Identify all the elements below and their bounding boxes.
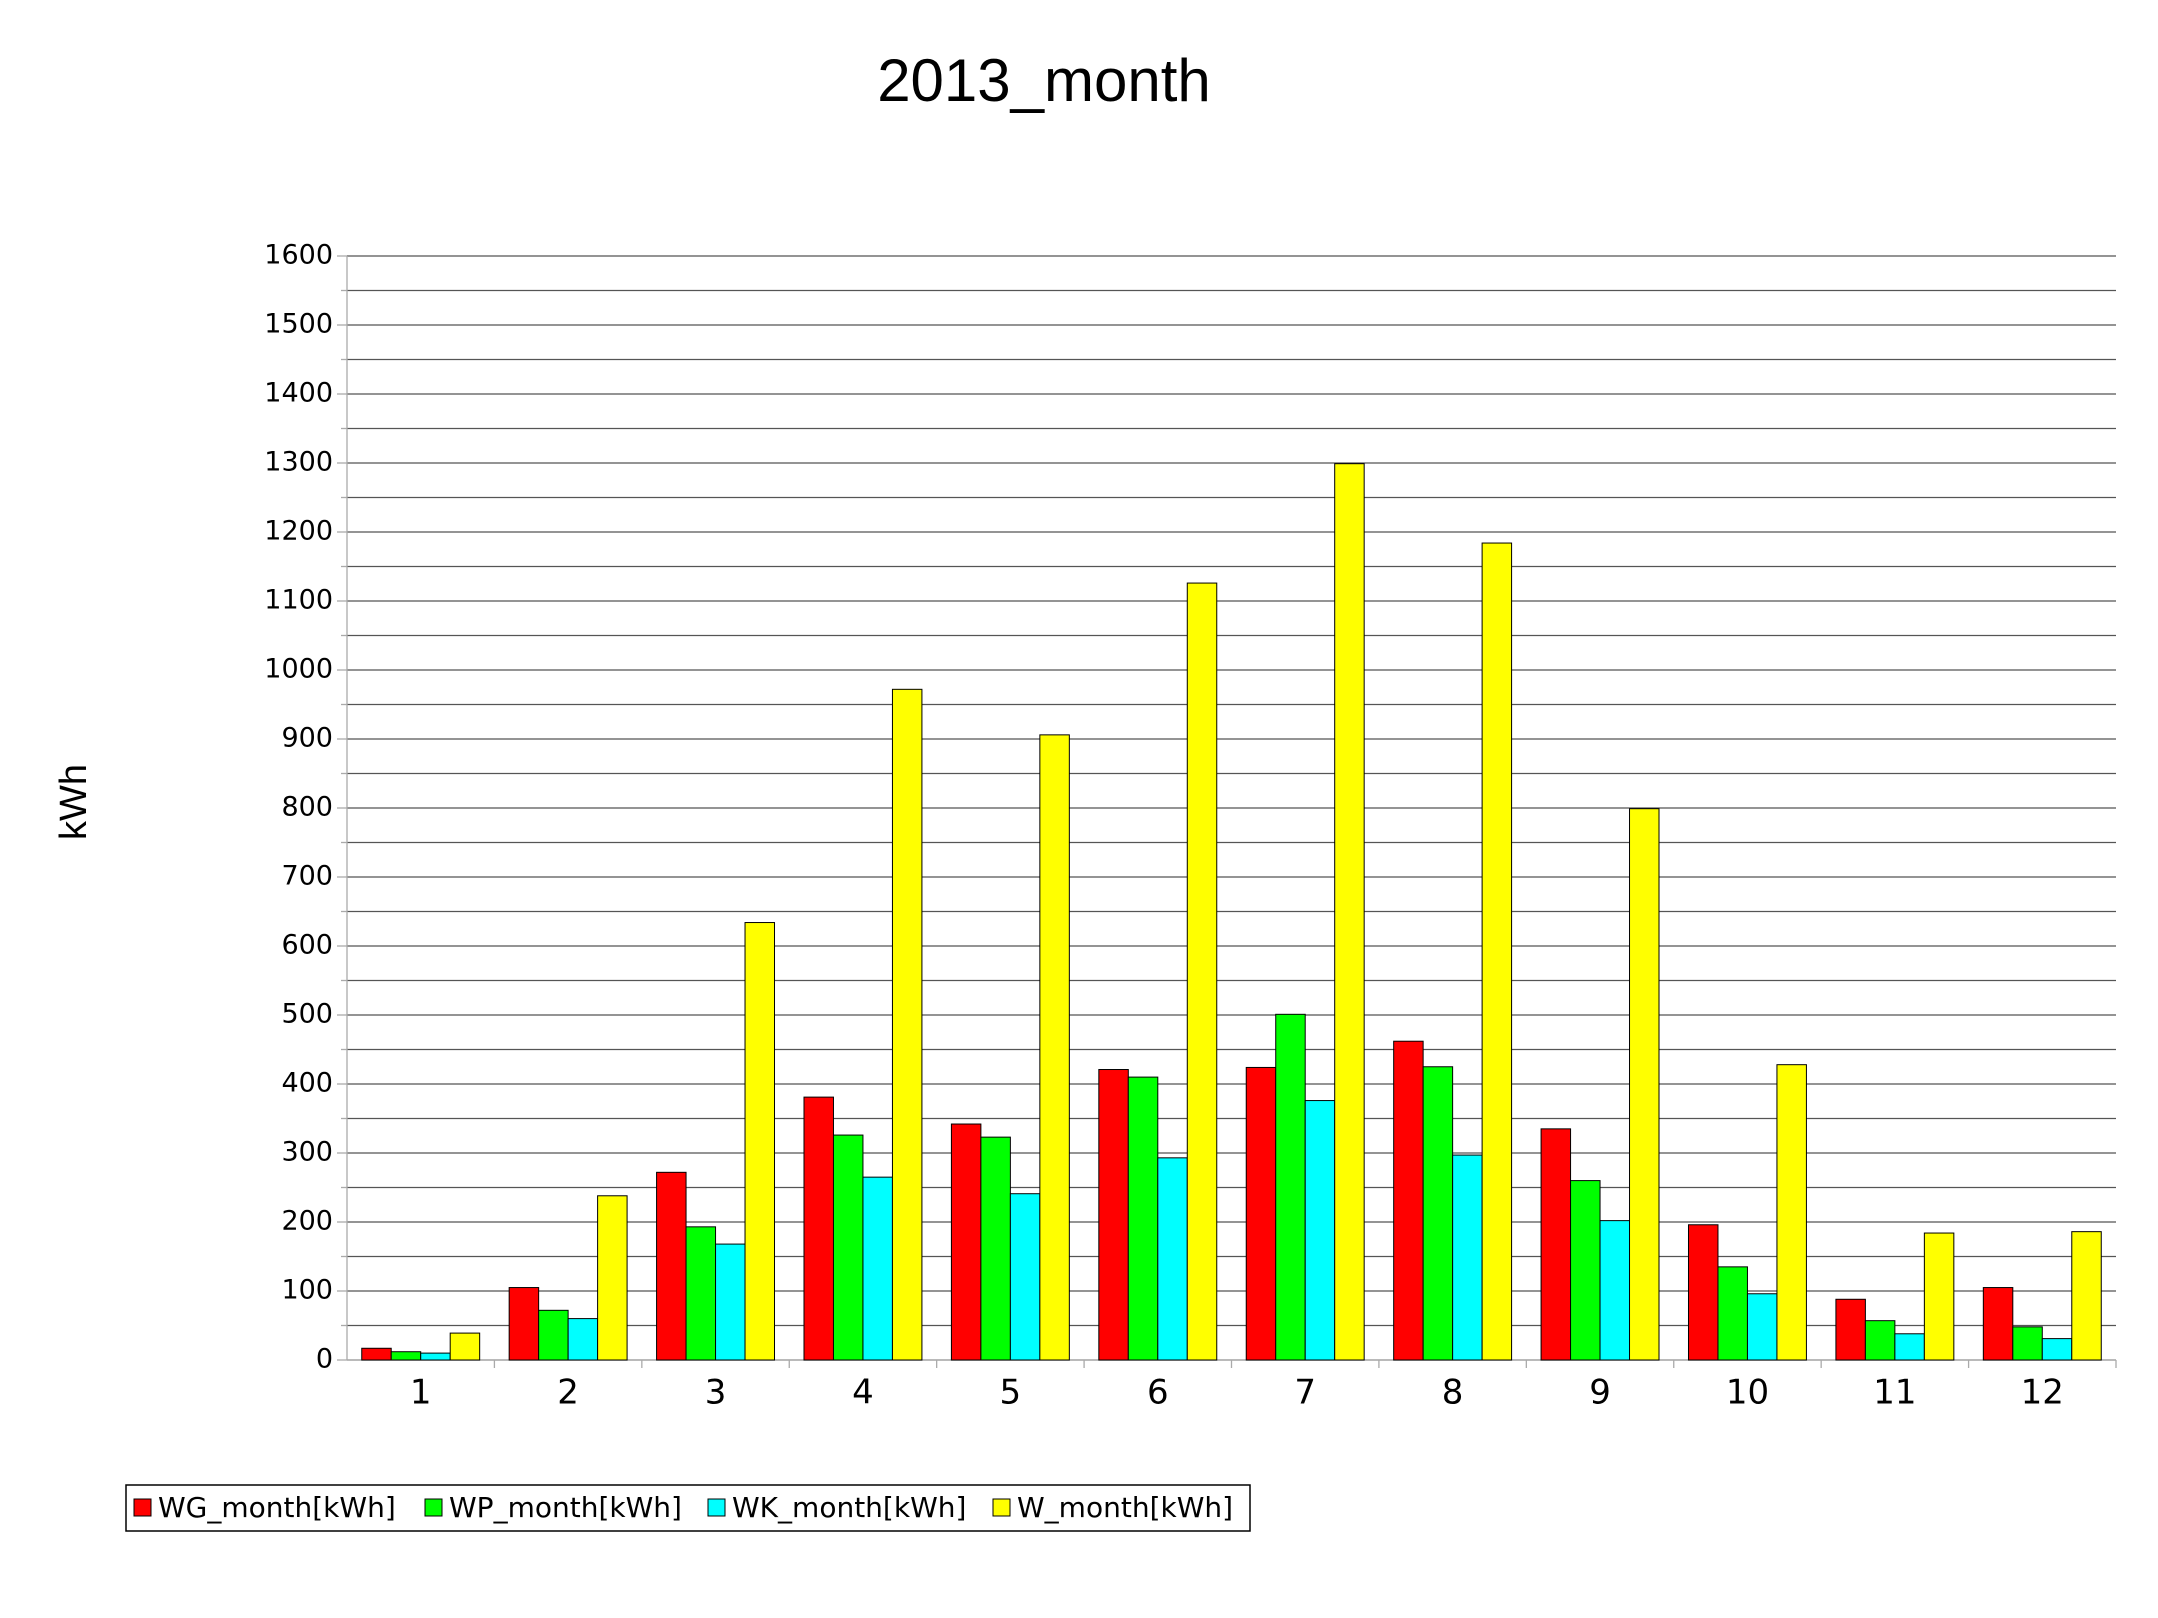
y-tick-label: 200 bbox=[281, 1206, 333, 1237]
y-tick-label: 400 bbox=[281, 1068, 333, 1099]
bar bbox=[1186, 582, 1218, 1361]
bar bbox=[980, 1136, 1011, 1361]
x-tick-label: 10 bbox=[1726, 1373, 1769, 1413]
y-tick-label: 300 bbox=[281, 1137, 333, 1168]
x-tick-label: 11 bbox=[1873, 1373, 1916, 1413]
x-tick-label: 2 bbox=[557, 1373, 579, 1413]
bar bbox=[1687, 1224, 1719, 1361]
bar bbox=[862, 1176, 893, 1361]
bar bbox=[1776, 1064, 1807, 1361]
bar bbox=[1570, 1180, 1601, 1361]
y-tick-label: 1100 bbox=[264, 585, 333, 616]
legend-label: WK_month[kWh] bbox=[732, 1491, 966, 1524]
legend-box bbox=[125, 1484, 1251, 1532]
x-tick-label: 1 bbox=[410, 1373, 432, 1413]
bar bbox=[1629, 808, 1660, 1361]
bar bbox=[1157, 1157, 1188, 1361]
x-tick-label: 4 bbox=[852, 1373, 874, 1413]
bar bbox=[1393, 1040, 1424, 1361]
bar bbox=[832, 1134, 864, 1361]
legend-label: WP_month[kWh] bbox=[449, 1491, 682, 1524]
bar bbox=[1894, 1333, 1925, 1361]
y-tick-label: 100 bbox=[281, 1275, 333, 1306]
bar bbox=[1540, 1128, 1572, 1361]
bar bbox=[1334, 463, 1365, 1361]
legend-swatch bbox=[424, 1498, 443, 1517]
bar bbox=[744, 922, 776, 1361]
y-tick-label: 800 bbox=[281, 792, 333, 823]
bar bbox=[1127, 1076, 1159, 1361]
bar bbox=[449, 1332, 481, 1361]
bar bbox=[567, 1318, 599, 1361]
y-tick-label: 700 bbox=[281, 861, 333, 892]
bar bbox=[538, 1309, 569, 1361]
bar bbox=[950, 1123, 982, 1361]
bar bbox=[420, 1352, 451, 1361]
x-tick-label: 12 bbox=[2021, 1373, 2064, 1413]
bar bbox=[1923, 1232, 1955, 1361]
bar bbox=[656, 1171, 687, 1361]
x-tick-label: 7 bbox=[1294, 1373, 1316, 1413]
bar bbox=[803, 1096, 834, 1361]
bar bbox=[1864, 1320, 1896, 1361]
y-tick-label: 600 bbox=[281, 930, 333, 961]
x-tick-label: 8 bbox=[1442, 1373, 1464, 1413]
bar bbox=[1009, 1193, 1041, 1361]
bar bbox=[1304, 1100, 1336, 1361]
bar bbox=[390, 1351, 422, 1361]
bar bbox=[1717, 1266, 1748, 1361]
y-tick-label: 1500 bbox=[264, 309, 333, 340]
legend-label: WG_month[kWh] bbox=[158, 1491, 396, 1524]
y-tick-label: 0 bbox=[316, 1344, 333, 1375]
bar bbox=[1422, 1066, 1454, 1361]
y-axis-label: kWh bbox=[53, 764, 95, 840]
bar bbox=[2071, 1231, 2102, 1361]
bar bbox=[891, 688, 923, 1361]
bar bbox=[715, 1243, 746, 1361]
x-tick-label: 3 bbox=[705, 1373, 727, 1413]
x-tick-label: 9 bbox=[1589, 1373, 1611, 1413]
chart-title: 2013_month bbox=[877, 47, 1211, 114]
bar bbox=[597, 1195, 628, 1361]
bar bbox=[685, 1226, 717, 1361]
bar bbox=[1098, 1069, 1129, 1361]
bar bbox=[508, 1287, 540, 1361]
y-tick-label: 1400 bbox=[264, 378, 333, 409]
legend-label: W_month[kWh] bbox=[1017, 1491, 1233, 1524]
bar bbox=[361, 1347, 392, 1361]
bar bbox=[1275, 1013, 1306, 1361]
bar bbox=[1982, 1287, 2014, 1361]
legend-swatch bbox=[707, 1498, 726, 1517]
bar bbox=[1481, 542, 1513, 1361]
bar bbox=[2012, 1326, 2043, 1361]
bar bbox=[1835, 1298, 1866, 1361]
legend-swatch bbox=[133, 1498, 152, 1517]
legend-swatch bbox=[992, 1498, 1011, 1517]
bar bbox=[2041, 1338, 2073, 1361]
bar bbox=[1599, 1220, 1631, 1361]
bar bbox=[1245, 1066, 1277, 1361]
bar bbox=[1452, 1154, 1483, 1361]
y-tick-label: 1300 bbox=[264, 447, 333, 478]
y-tick-label: 900 bbox=[281, 723, 333, 754]
y-tick-label: 1600 bbox=[264, 240, 333, 271]
y-tick-label: 500 bbox=[281, 999, 333, 1030]
bar bbox=[1746, 1293, 1778, 1361]
bar bbox=[1039, 734, 1070, 1361]
x-tick-label: 5 bbox=[1000, 1373, 1022, 1413]
y-tick-label: 1200 bbox=[264, 516, 333, 547]
x-tick-label: 6 bbox=[1147, 1373, 1169, 1413]
y-tick-label: 1000 bbox=[264, 654, 333, 685]
